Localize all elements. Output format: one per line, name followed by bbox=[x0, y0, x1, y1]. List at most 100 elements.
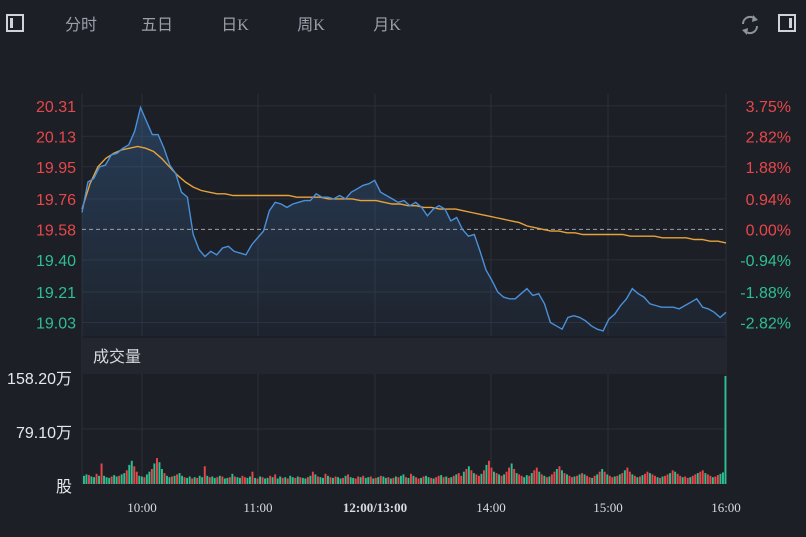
volume-bar bbox=[249, 476, 251, 484]
volume-bar bbox=[244, 477, 246, 484]
volume-bar bbox=[108, 477, 111, 484]
volume-tick-mid: 79.10万 bbox=[16, 425, 72, 442]
volume-bar bbox=[382, 476, 385, 484]
volume-bar bbox=[88, 475, 90, 484]
volume-bar bbox=[103, 475, 106, 484]
volume-bar bbox=[251, 471, 254, 484]
volume-bar bbox=[550, 474, 553, 484]
volume-bar bbox=[636, 477, 639, 484]
volume-bar bbox=[196, 477, 199, 484]
volume-bar bbox=[543, 475, 546, 484]
volume-bar bbox=[140, 476, 143, 484]
volume-bar bbox=[392, 477, 395, 484]
tab-daily-k[interactable]: 日K bbox=[221, 17, 249, 34]
volume-bar bbox=[226, 477, 229, 484]
y-left-tick: 19.40 bbox=[36, 253, 76, 270]
volume-bar bbox=[266, 477, 269, 484]
volume-title: 成交量 bbox=[93, 348, 141, 366]
volume-bar bbox=[387, 477, 390, 484]
volume-bar bbox=[113, 475, 116, 484]
volume-bar bbox=[606, 474, 609, 484]
volume-bar bbox=[553, 471, 556, 484]
volume-bar bbox=[319, 477, 322, 484]
panel-left-icon[interactable] bbox=[6, 14, 24, 32]
volume-bar bbox=[460, 475, 463, 484]
volume-bar bbox=[467, 466, 470, 484]
volume-bar bbox=[671, 470, 674, 484]
volume-bar bbox=[694, 474, 697, 484]
volume-bar bbox=[213, 477, 216, 484]
volume-bar bbox=[201, 477, 204, 484]
volume-bar bbox=[583, 474, 586, 484]
volume-bar bbox=[271, 477, 274, 484]
volume-bar bbox=[533, 470, 536, 484]
volume-bar bbox=[498, 474, 501, 484]
volume-bar bbox=[412, 475, 415, 484]
volume-bar bbox=[684, 476, 687, 484]
volume-bar bbox=[276, 478, 279, 484]
volume-bar bbox=[701, 470, 704, 484]
volume-bar bbox=[254, 477, 257, 484]
volume-bar bbox=[176, 474, 179, 484]
volume-bar bbox=[329, 477, 332, 484]
volume-bar bbox=[659, 477, 662, 484]
tab-monthly-k[interactable]: 月K bbox=[373, 17, 401, 34]
y-right-tick: -1.88% bbox=[740, 285, 791, 302]
refresh-icon[interactable] bbox=[738, 13, 762, 37]
volume-bar bbox=[503, 474, 506, 484]
volume-bar bbox=[337, 477, 340, 484]
volume-bar bbox=[457, 473, 460, 484]
tab-intraday[interactable]: 分时 bbox=[64, 17, 97, 34]
volume-bar bbox=[548, 476, 551, 484]
volume-bar bbox=[123, 473, 126, 484]
volume-bar bbox=[626, 467, 629, 484]
volume-bar bbox=[417, 478, 420, 484]
volume-bar bbox=[722, 472, 724, 484]
volume-bar bbox=[173, 475, 176, 484]
volume-bar bbox=[357, 476, 360, 484]
volume-bar bbox=[334, 476, 337, 484]
volume-bar bbox=[299, 477, 302, 484]
volume-bar bbox=[706, 474, 709, 484]
volume-bar bbox=[561, 470, 563, 484]
volume-bar bbox=[296, 476, 299, 484]
volume-bar bbox=[513, 469, 516, 484]
volume-bar bbox=[284, 477, 287, 484]
volume-bar bbox=[241, 475, 244, 484]
volume-bar bbox=[105, 477, 108, 484]
y-right-tick: -2.82% bbox=[740, 315, 791, 332]
volume-bar bbox=[613, 476, 616, 484]
volume-bar bbox=[274, 474, 277, 484]
volume-bar bbox=[181, 475, 184, 484]
volume-bar bbox=[367, 477, 370, 484]
volume-bar bbox=[679, 475, 682, 484]
volume-bar bbox=[246, 477, 249, 484]
volume-bar bbox=[508, 467, 511, 484]
volume-bar bbox=[120, 474, 123, 484]
volume-bar bbox=[593, 475, 596, 484]
volume-bar bbox=[505, 471, 508, 484]
volume-bar bbox=[596, 474, 599, 484]
volume-bar bbox=[571, 477, 573, 484]
tab-five-day[interactable]: 五日 bbox=[140, 17, 173, 34]
volume-bar bbox=[666, 474, 669, 484]
y-right-tick: 0.00% bbox=[746, 222, 791, 239]
volume-bar bbox=[588, 477, 591, 484]
volume-bar bbox=[221, 476, 224, 484]
volume-bar bbox=[437, 475, 440, 484]
x-tick: 16:00 bbox=[711, 500, 741, 515]
volume-bar bbox=[608, 475, 611, 484]
volume-bar bbox=[535, 467, 538, 484]
y-left-tick: 19.76 bbox=[36, 192, 76, 209]
y-left-tick: 20.13 bbox=[36, 129, 76, 146]
y-left-tick: 19.58 bbox=[36, 222, 76, 239]
volume-bar bbox=[646, 471, 649, 484]
volume-bar bbox=[724, 376, 727, 484]
volume-bar bbox=[540, 474, 543, 484]
tab-weekly-k[interactable]: 周K bbox=[297, 17, 325, 34]
volume-bar bbox=[128, 464, 131, 484]
volume-bar bbox=[488, 460, 490, 484]
panel-right-icon[interactable] bbox=[778, 14, 796, 32]
volume-bar bbox=[211, 476, 214, 484]
volume-bar bbox=[208, 477, 211, 484]
